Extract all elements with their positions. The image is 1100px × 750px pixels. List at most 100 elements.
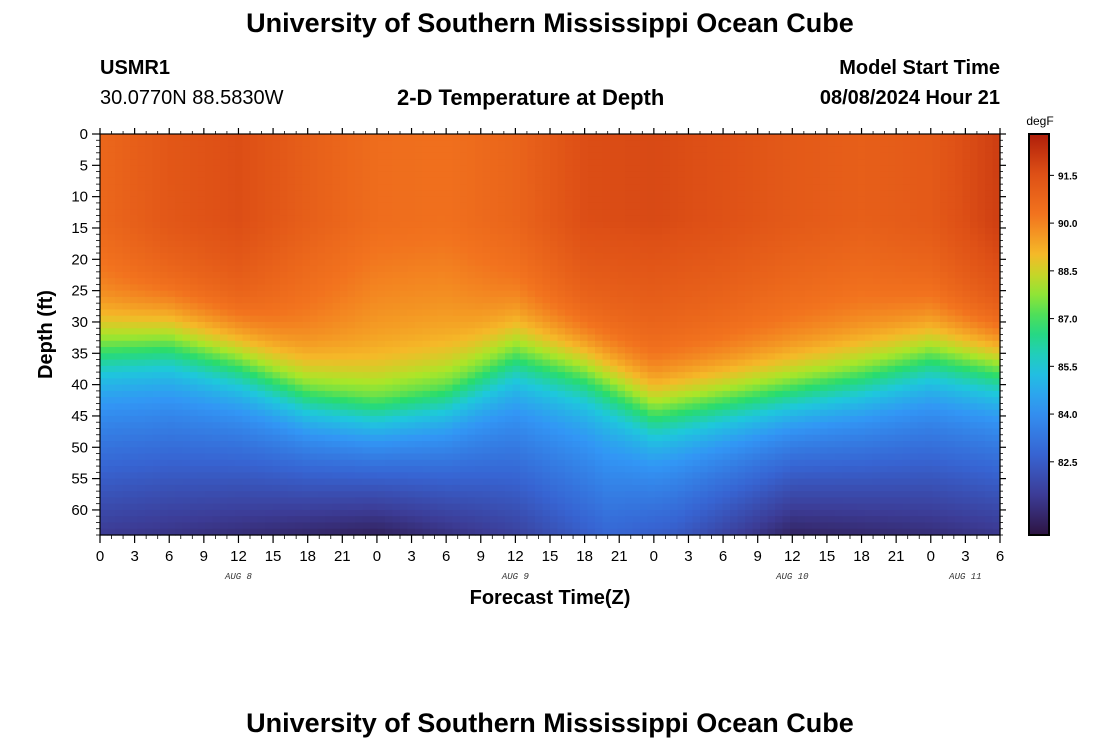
heatmap-cell [130, 509, 139, 517]
heatmap-cell [287, 491, 296, 499]
heatmap-cell [475, 334, 484, 342]
heatmap-cell [182, 209, 191, 217]
heatmap-cell [190, 441, 199, 448]
heatmap-cell [460, 359, 469, 367]
heatmap-cell [602, 478, 611, 486]
heatmap-cell [430, 134, 439, 141]
heatmap-cell [640, 177, 649, 185]
heatmap-cell [280, 409, 289, 417]
heatmap-cell [422, 403, 431, 411]
heatmap-cell [302, 397, 311, 405]
heatmap-cell [257, 240, 266, 248]
heatmap-cell [317, 146, 326, 154]
heatmap-cell [265, 278, 274, 285]
heatmap-cell [430, 334, 439, 342]
heatmap-cell [100, 284, 109, 292]
heatmap-cell [460, 509, 469, 517]
heatmap-cell [655, 165, 664, 173]
heatmap-cell [227, 522, 236, 530]
heatmap-cell [467, 284, 476, 292]
heatmap-cell [235, 422, 244, 430]
heatmap-cell [422, 196, 431, 204]
heatmap-cell [625, 184, 634, 191]
heatmap-cell [280, 365, 289, 373]
heatmap-cell [347, 409, 356, 417]
heatmap-cell [610, 466, 619, 473]
heatmap-cell [325, 202, 334, 210]
heatmap-cell [272, 372, 281, 379]
heatmap-cell [250, 347, 259, 354]
heatmap-cell [655, 516, 664, 524]
heatmap-cell [355, 284, 364, 292]
heatmap-cell [640, 359, 649, 367]
heatmap-cell [205, 171, 214, 179]
heatmap-cell [137, 384, 146, 392]
heatmap-cell [415, 365, 424, 373]
heatmap-cell [632, 221, 641, 229]
heatmap-cell [175, 434, 184, 442]
heatmap-cell [347, 246, 356, 254]
heatmap-cell [332, 434, 341, 442]
heatmap-cell [662, 422, 671, 430]
heatmap-cell [400, 234, 409, 242]
heatmap-cell [572, 447, 581, 455]
heatmap-cell [377, 528, 386, 536]
heatmap-cell [377, 472, 386, 480]
heatmap-cell [400, 259, 409, 267]
heatmap-cell [340, 509, 349, 517]
heatmap-cell [617, 359, 626, 367]
heatmap-cell [490, 491, 499, 499]
heatmap-cell [197, 378, 206, 386]
heatmap-cell [640, 491, 649, 499]
heatmap-cell [220, 528, 229, 536]
heatmap-cell [385, 321, 394, 329]
heatmap-cell [460, 478, 469, 486]
heatmap-cell [212, 321, 221, 329]
heatmap-cell [242, 372, 251, 379]
heatmap-cell [332, 290, 341, 298]
heatmap-cell [227, 177, 236, 185]
heatmap-cell [550, 434, 559, 442]
heatmap-cell [160, 409, 169, 417]
heatmap-cell [115, 422, 124, 430]
heatmap-cell [242, 177, 251, 185]
heatmap-cell [482, 234, 491, 242]
heatmap-cell [670, 484, 679, 492]
heatmap-cell [535, 353, 544, 361]
heatmap-cell [242, 165, 251, 173]
heatmap-cell [422, 447, 431, 455]
heatmap-cell [505, 296, 514, 304]
heatmap-cell [107, 428, 116, 436]
heatmap-cell [610, 184, 619, 191]
heatmap-cell [632, 303, 641, 311]
heatmap-cell [490, 509, 499, 517]
heatmap-cell [557, 303, 566, 311]
heatmap-cell [122, 353, 131, 361]
heatmap-cell [437, 447, 446, 455]
heatmap-cell [122, 321, 131, 329]
heatmap-cell [482, 146, 491, 154]
heatmap-cell [610, 334, 619, 342]
heatmap-cell [370, 441, 379, 448]
heatmap-cell [445, 340, 454, 348]
heatmap-cell [452, 296, 461, 304]
heatmap-cell [310, 497, 319, 505]
heatmap-cell [557, 378, 566, 386]
heatmap-cell [572, 165, 581, 173]
heatmap-cell [565, 390, 574, 398]
heatmap-cell [662, 528, 671, 536]
heatmap-cell [602, 240, 611, 248]
heatmap-cell [152, 190, 161, 198]
heatmap-cell [640, 140, 649, 148]
heatmap-cell [250, 152, 259, 160]
heatmap-cell [160, 159, 169, 166]
heatmap-cell [482, 516, 491, 524]
heatmap-cell [625, 215, 634, 223]
heatmap-cell [167, 403, 176, 411]
heatmap-cell [452, 516, 461, 524]
heatmap-cell [280, 441, 289, 448]
heatmap-cell [377, 290, 386, 298]
heatmap-cell [445, 215, 454, 223]
heatmap-cell [422, 328, 431, 336]
heatmap-cell [295, 453, 304, 461]
